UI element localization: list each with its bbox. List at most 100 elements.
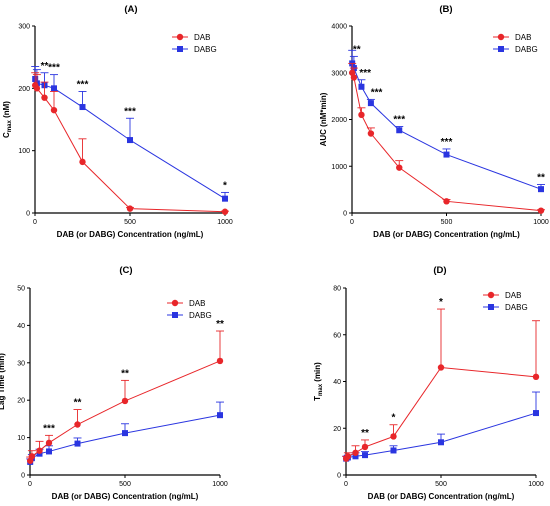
data-point	[537, 207, 545, 214]
panel-title: (A)	[124, 4, 137, 15]
y-axis-title: Lag Time (min)	[0, 353, 6, 410]
panel-title: (C)	[119, 265, 132, 276]
significance-label: **	[121, 368, 129, 379]
legend-label: DAB	[194, 33, 210, 42]
y-tick-label: 3000	[331, 70, 347, 77]
data-point	[437, 364, 445, 371]
x-axis-title: DAB (or DABG) Concentration (ng/mL)	[368, 492, 515, 501]
significance-label: *	[392, 413, 396, 424]
legend-marker	[488, 304, 494, 310]
legend-marker	[487, 291, 495, 299]
y-tick-label: 40	[333, 379, 341, 386]
legend-marker	[498, 46, 504, 52]
legend: DAB DABG	[172, 33, 217, 54]
y-tick-label: 20	[17, 398, 25, 405]
data-point	[367, 100, 374, 107]
y-tick-label: 100	[18, 148, 30, 155]
x-tick-label: 0	[33, 219, 37, 226]
significance-label: **	[537, 172, 545, 183]
y-tick-label: 300	[18, 24, 30, 31]
data-point	[222, 195, 228, 202]
x-tick-label: 0	[344, 481, 348, 488]
significance-label: **	[74, 398, 82, 409]
y-tick-label: 80	[333, 286, 341, 293]
legend-marker	[171, 299, 179, 307]
data-point	[46, 448, 52, 455]
legend-label: DABG	[515, 45, 538, 54]
chart-panel-2: (B) 0 1000 2000 3000 4000 0 500 1000 DAB (or DABG…	[319, 4, 549, 239]
x-tick-label: 0	[28, 481, 32, 488]
data-point	[533, 410, 539, 417]
data-point	[344, 453, 352, 460]
data-point	[217, 412, 223, 419]
significance-label: ***	[441, 137, 453, 148]
y-tick-label: 30	[17, 360, 25, 367]
data-point	[41, 94, 48, 101]
data-point	[33, 85, 41, 92]
series-dab	[342, 308, 540, 462]
y-tick-label: 0	[337, 473, 341, 480]
data-point	[390, 447, 397, 454]
y-tick-label: 200	[18, 86, 30, 93]
x-tick-label: 1000	[217, 219, 233, 226]
x-axis-title: DAB (or DABG) Concentration (ng/mL)	[373, 230, 520, 239]
series-line	[34, 84, 226, 213]
data-point	[50, 106, 58, 114]
y-axis-title: Tmax (min)	[313, 362, 324, 401]
significance-label: ***	[48, 63, 60, 74]
data-point	[396, 127, 403, 134]
x-tick-label: 1000	[533, 219, 549, 226]
x-tick-label: 500	[119, 481, 131, 488]
legend-label: DABG	[505, 303, 528, 312]
legend-marker	[177, 46, 183, 52]
significance-label: **	[353, 44, 361, 55]
series-line	[351, 63, 542, 190]
x-axis-title: DAB (or DABG) Concentration (ng/mL)	[52, 492, 199, 501]
legend: DAB DABG	[167, 299, 212, 320]
panel-title: (D)	[433, 265, 446, 276]
series-dabg	[31, 66, 229, 202]
y-tick-label: 2000	[331, 117, 347, 124]
data-point	[74, 440, 81, 447]
series-dabg	[26, 401, 224, 465]
data-point	[352, 453, 359, 460]
legend-label: DAB	[505, 291, 521, 300]
y-tick-label: 0	[343, 211, 347, 218]
legend-label: DABG	[189, 311, 212, 320]
series-dab	[348, 62, 545, 214]
data-point	[390, 433, 397, 440]
y-tick-label: 40	[17, 323, 25, 330]
data-point	[74, 421, 81, 428]
significance-label: **	[216, 319, 224, 330]
data-point	[362, 452, 368, 459]
y-tick-label: 1000	[331, 164, 347, 171]
y-axis-title: AUC (nM*min)	[319, 92, 328, 146]
y-tick-label: 50	[17, 286, 25, 293]
data-point	[45, 439, 53, 447]
data-point	[79, 158, 86, 166]
legend-label: DAB	[515, 33, 531, 42]
data-point	[126, 205, 134, 212]
y-tick-label: 0	[26, 211, 30, 218]
significance-label: *	[223, 180, 227, 191]
significance-label: ***	[43, 423, 55, 434]
data-point	[216, 357, 224, 365]
y-tick-label: 4000	[331, 24, 347, 31]
significance-label: **	[361, 428, 369, 439]
x-tick-label: 1000	[528, 481, 544, 488]
y-tick-label: 0	[21, 473, 25, 480]
significance-label: *	[439, 297, 443, 308]
significance-label: ***	[371, 87, 383, 98]
data-point	[350, 74, 358, 81]
data-point	[121, 397, 129, 405]
series-dabg	[342, 391, 540, 462]
legend-marker	[172, 312, 178, 318]
data-point	[443, 151, 450, 158]
x-tick-label: 0	[350, 219, 354, 226]
y-axis-title: Cmax (nM)	[2, 101, 13, 138]
data-point	[358, 111, 365, 119]
data-point	[122, 430, 128, 437]
data-point	[532, 373, 540, 381]
